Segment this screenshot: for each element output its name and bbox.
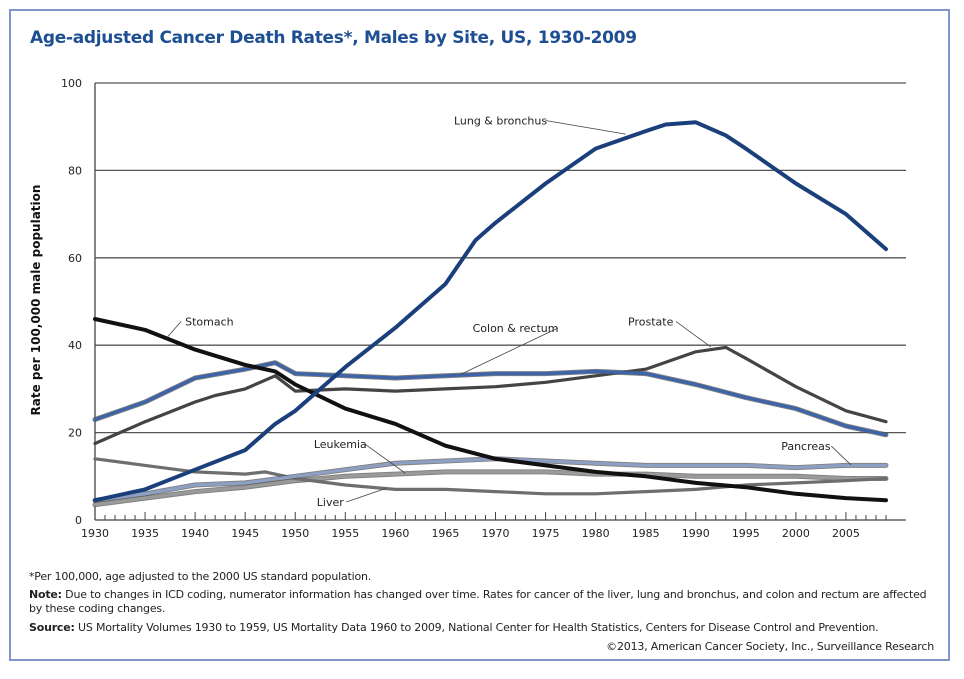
source-label: Source:: [29, 621, 75, 634]
footnote-asterisk: *Per 100,000, age adjusted to the 2000 U…: [29, 570, 372, 583]
y-tick-label: 60: [68, 252, 82, 265]
x-tick-label: 1940: [181, 527, 209, 540]
annotation-leader: [346, 488, 386, 503]
x-tick-label: 1960: [381, 527, 409, 540]
annotation-label: Pancreas: [781, 440, 831, 453]
footnote-source: Source: US Mortality Volumes 1930 to 195…: [29, 621, 939, 635]
series-line-liver: [93, 457, 888, 496]
series-line-stomach: [93, 317, 888, 503]
grid-lines: [95, 82, 906, 434]
x-tick-label: 1935: [131, 527, 159, 540]
y-axis-label: Rate per 100,000 male population: [29, 185, 43, 416]
annotation-leader: [166, 321, 182, 338]
annotation-label: Leukemia: [314, 438, 367, 451]
annotation-label: Colon & rectum: [473, 322, 559, 335]
x-tick-label: 1950: [281, 527, 309, 540]
series-line-colon-rectum: [93, 361, 888, 437]
series-lines: [92, 120, 889, 508]
x-tick-label: 1990: [682, 527, 710, 540]
x-tick-label: 1930: [81, 527, 109, 540]
chart-title: Age-adjusted Cancer Death Rates*, Males …: [30, 28, 637, 48]
y-tick-label: 100: [61, 77, 82, 90]
axes: [94, 83, 906, 521]
annotation-leader: [831, 445, 852, 466]
footnote-note: Note: Due to changes in ICD coding, nume…: [29, 588, 934, 616]
annotation-label: Prostate: [628, 316, 674, 329]
annotations: Lung & bronchus Stomach Colon & rectum Pros…: [166, 115, 852, 509]
y-tick-label: 40: [68, 339, 82, 352]
series-line-leukemia: [93, 470, 888, 507]
annotation-leader: [675, 321, 712, 348]
series-line-lung-bronchus: [93, 120, 888, 503]
y-tick-label: 80: [68, 164, 82, 177]
note-label: Note:: [29, 588, 62, 601]
x-tick-label: 1945: [231, 527, 259, 540]
x-tick-label: 1955: [331, 527, 359, 540]
annotation-label: Stomach: [185, 316, 234, 329]
chart-frame: [9, 9, 950, 661]
copyright: ©2013, American Cancer Society, Inc., Su…: [606, 640, 934, 653]
annotation-leader: [460, 327, 558, 375]
x-tick-label: 1970: [482, 527, 510, 540]
x-tick-label: 2000: [782, 527, 810, 540]
x-tick-label: 1985: [632, 527, 660, 540]
x-tick-labels: 1930 1935 1940 1945 1950 1955 1960 1965 1970 1975…: [81, 527, 860, 540]
y-tick-label: 0: [75, 514, 82, 527]
annotation-leader: [545, 120, 626, 135]
annotation-leader: [364, 443, 406, 474]
x-tick-label: 1980: [582, 527, 610, 540]
y-tick-label: 20: [68, 427, 82, 440]
x-tick-label: 1965: [431, 527, 459, 540]
x-tick-label: 1995: [732, 527, 760, 540]
series-line-prostate: [93, 345, 888, 446]
x-tick-label: 1975: [532, 527, 560, 540]
y-tick-labels: 0 20 40 60 80 100: [61, 77, 82, 527]
annotation-label: Lung & bronchus: [454, 115, 547, 128]
annotation-label: Liver: [317, 496, 344, 509]
source-text: US Mortality Volumes 1930 to 1959, US Mo…: [74, 621, 879, 634]
note-text: Due to changes in ICD coding, numerator …: [29, 588, 927, 615]
x-tick-label: 2005: [832, 527, 860, 540]
series-line-pancreas: [93, 457, 888, 502]
